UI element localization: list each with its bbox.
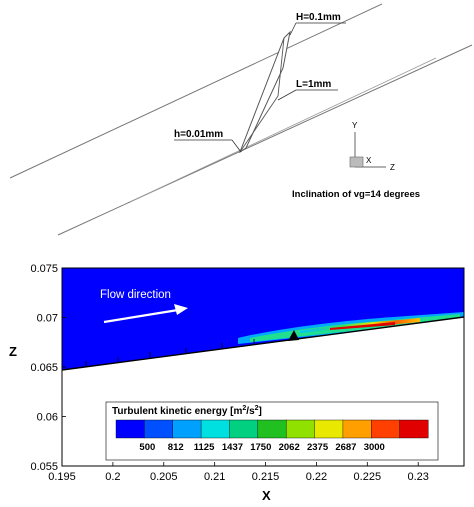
- colorbar-label: 1125: [194, 442, 215, 453]
- y-tick-label: 0.075: [30, 263, 58, 275]
- y-tick-label: 0.055: [30, 461, 58, 473]
- x-tick-label: 0.2: [105, 471, 120, 483]
- legend-title: Turbulent kinetic energy [m2/s2]: [112, 405, 262, 417]
- x-tick-label: 0.21: [204, 471, 225, 483]
- colorbar-label: 500: [139, 442, 155, 453]
- vortex-generator: [238, 30, 291, 154]
- colorbar-cell: [342, 419, 372, 439]
- colorbar-legend: Turbulent kinetic energy [m2/s2] 500 812 1…: [105, 401, 439, 461]
- leader-L: [277, 89, 297, 101]
- colorbar-label: 2062: [279, 442, 300, 453]
- tke-core: [330, 322, 395, 330]
- colorbar-cell: [371, 419, 401, 439]
- triad-z-label: Z: [390, 163, 395, 172]
- colorbar-cell: [229, 419, 259, 439]
- leader-H: [289, 22, 297, 36]
- colorbar-cell: [399, 419, 429, 439]
- triad-x-label: X: [366, 156, 372, 165]
- flow-direction-label: Flow direction: [100, 289, 171, 301]
- x-tick-label: 0.195: [48, 471, 76, 483]
- y-tick-label: 0.07: [37, 313, 58, 325]
- y-tick-label: 0.06: [37, 412, 58, 424]
- colorbar-label: 1750: [250, 442, 271, 453]
- label-H: H=0.1mm: [296, 12, 341, 23]
- colorbar-label: 1437: [222, 442, 243, 453]
- x-tick-label: 0.225: [354, 471, 382, 483]
- x-tick-label: 0.205: [150, 471, 178, 483]
- y-axis: 0.055 0.06 0.065 0.07 0.075: [30, 263, 66, 473]
- colorbar-cell: [172, 419, 202, 439]
- colorbar-cell: [144, 419, 174, 439]
- x-axis: 0.195 0.2 0.205 0.21 0.215 0.22 0.225 0.23: [48, 462, 429, 483]
- leader-h-diag: [231, 139, 242, 153]
- vg-bump: [288, 330, 299, 341]
- label-h: h=0.01mm: [174, 129, 223, 140]
- colorbar-label: 812: [168, 442, 184, 453]
- schematic-diagram: H=0.1mm L=1mm h=0.01mm Y X Z Inclination…: [9, 3, 473, 236]
- surface-line: [62, 316, 464, 371]
- x-axis-title: X: [262, 488, 271, 503]
- coordinate-triad: Y X Z: [349, 121, 395, 172]
- flow-arrow-head: [174, 304, 188, 315]
- channel-line-upper: [9, 3, 383, 179]
- label-L: L=1mm: [296, 79, 331, 90]
- colorbar-cell: [314, 419, 344, 439]
- schematic-caption: Inclination of vg=14 degrees: [292, 189, 420, 200]
- x-tick-label: 0.215: [252, 471, 280, 483]
- colorbar-cell: [257, 419, 287, 439]
- flow-arrow-shaft: [103, 308, 179, 324]
- surface-marks: [85, 339, 255, 367]
- colorbar-cell: [200, 419, 230, 439]
- x-tick-label: 0.22: [306, 471, 327, 483]
- colorbar-cell: [285, 419, 316, 439]
- colorbar-label: 2687: [335, 442, 356, 453]
- x-tick-label: 0.23: [407, 471, 428, 483]
- channel-line-mid-a: [129, 57, 437, 203]
- channel-line-lower: [57, 44, 473, 236]
- colorbar-cell: [115, 419, 145, 439]
- y-tick-label: 0.065: [30, 362, 58, 374]
- colorbar-label: 3000: [364, 442, 385, 453]
- colorbar-label: 2375: [307, 442, 329, 453]
- triad-y-label: Y: [352, 121, 358, 130]
- contour-plot: Flow direction Turbulent kinetic energy …: [9, 263, 465, 503]
- y-axis-title: Z: [9, 344, 17, 359]
